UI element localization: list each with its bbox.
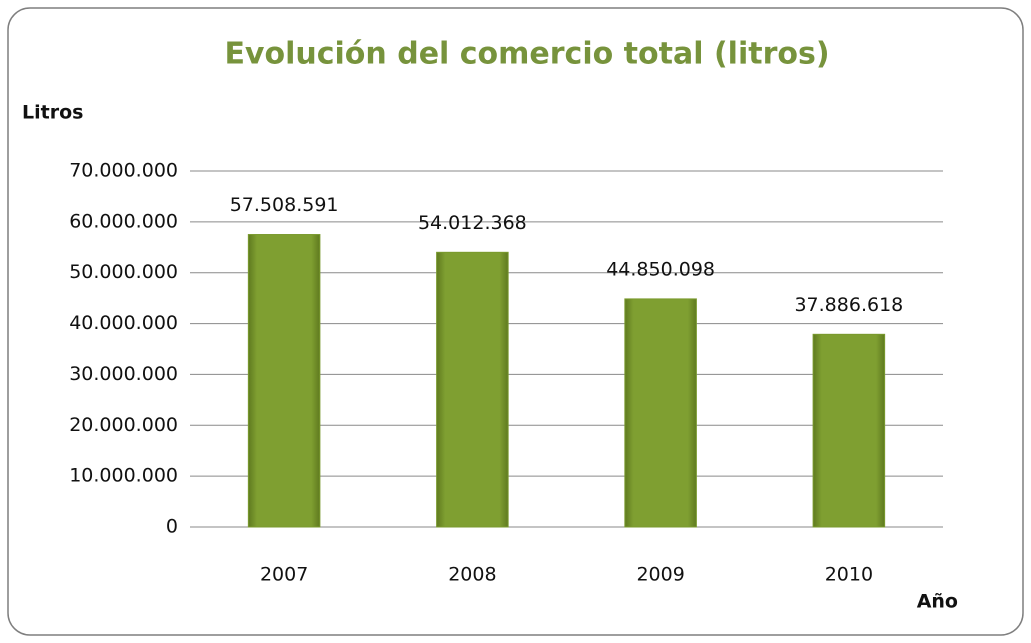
y-tick-label: 30.000.000 (69, 363, 178, 385)
x-tick-label: 2010 (825, 564, 873, 586)
x-tick-label: 2008 (448, 564, 496, 586)
data-label: 57.508.591 (230, 194, 339, 216)
data-label: 54.012.368 (418, 212, 527, 234)
bar (436, 251, 509, 528)
bar (247, 234, 321, 528)
x-axis-label: Año (917, 591, 958, 613)
y-tick-label: 40.000.000 (69, 312, 178, 334)
y-tick-label: 70.000.000 (69, 160, 178, 182)
y-tick-label: 0 (166, 516, 178, 538)
chart-title: Evolución del comercio total (litros) (224, 37, 829, 72)
data-label: 37.886.618 (794, 294, 903, 316)
y-tick-label: 60.000.000 (69, 210, 178, 232)
y-tick-label: 50.000.000 (69, 261, 178, 283)
data-label: 44.850.098 (606, 258, 715, 280)
x-tick-label: 2007 (260, 564, 308, 586)
y-tick-label: 20.000.000 (69, 414, 178, 436)
bar (812, 333, 886, 528)
bar (624, 298, 697, 528)
y-tick-label: 10.000.000 (69, 465, 178, 487)
x-tick-label: 2009 (636, 564, 684, 586)
y-axis-label: Litros (22, 102, 83, 124)
